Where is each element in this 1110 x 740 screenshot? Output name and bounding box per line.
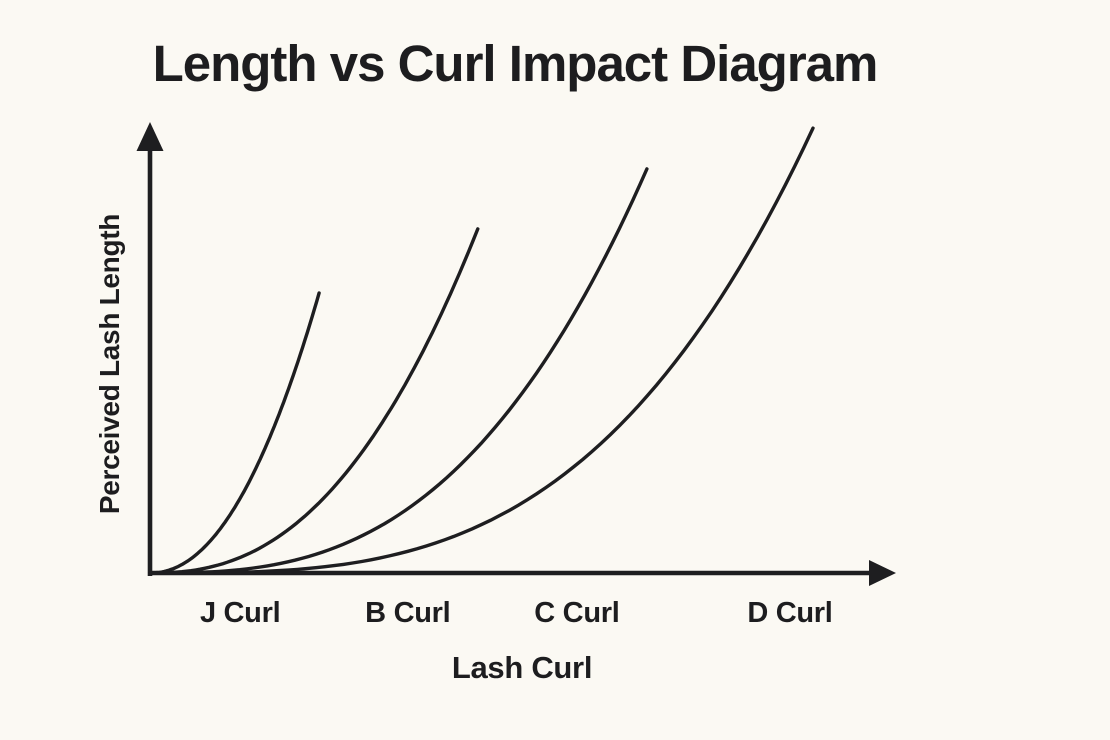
y-axis-arrowhead-icon: [136, 122, 164, 151]
curve-j-curl: [148, 291, 321, 575]
curve-b-curl: [148, 227, 480, 575]
curve-d-curl: [148, 126, 815, 575]
x-tick-d-curl: D Curl: [747, 597, 833, 629]
curve-c-curl: [148, 167, 649, 575]
x-tick-b-curl: B Curl: [365, 597, 451, 629]
x-axis-arrowhead-icon: [869, 560, 896, 586]
x-axis-label: Lash Curl: [451, 650, 593, 685]
chart-title: Length vs Curl Impact Diagram: [152, 35, 879, 92]
x-tick-c-curl: C Curl: [534, 597, 620, 629]
x-tick-j-curl: J Curl: [199, 597, 281, 629]
curve-group: [148, 126, 815, 575]
